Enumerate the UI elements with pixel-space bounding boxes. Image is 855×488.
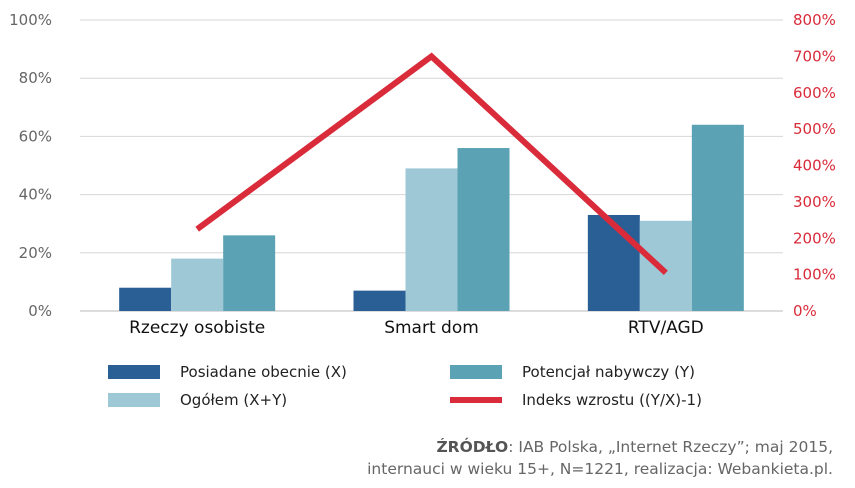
category-label: RTV/AGD [628,318,704,338]
category-labels: Rzeczy osobiste Smart dom RTV/AGD [129,318,704,338]
source-label: ŹRÓDŁO [436,438,509,456]
bar [457,148,510,311]
bar [639,220,692,311]
right-tick-label: 100% [793,266,836,284]
growth-index-line [195,52,668,276]
right-tick-label: 300% [793,193,836,211]
source-text-1: : IAB Polska, „Internet Rzeczy”; maj 201… [508,438,833,456]
left-tick-label: 40% [19,186,52,204]
right-tick-label: 700% [793,47,836,65]
legend-label: Posiadane obecnie (X) [180,363,347,381]
bar [587,214,640,311]
bar [405,168,458,311]
legend-swatch [108,393,160,407]
legend-label: Ogółem (X+Y) [180,391,287,409]
right-y-axis: 0% 100% 200% 300% 400% 500% 600% 700% 800% [793,11,836,320]
right-tick-label: 200% [793,229,836,247]
source-line-2: internauci w wieku 15+, N=1221, realizac… [367,460,833,478]
right-tick-label: 500% [793,120,836,138]
source-line-1: ŹRÓDŁO: IAB Polska, „Internet Rzeczy”; m… [367,436,833,458]
legend: Posiadane obecnie (X) Potencjał nabywczy … [108,363,702,409]
left-tick-label: 0% [28,302,52,320]
right-tick-label: 0% [793,302,817,320]
category-label: Rzeczy osobiste [129,318,265,338]
bar [171,258,224,311]
right-tick-label: 400% [793,157,836,175]
left-tick-label: 20% [19,244,52,262]
chart: 0% 20% 40% 60% 80% 100% 0% 100% 200% 300% 400% 500… [9,11,836,409]
bar [223,235,276,311]
left-y-axis: 0% 20% 40% 60% 80% 100% [9,11,52,320]
left-tick-label: 60% [19,127,52,145]
bars [119,124,744,311]
category-label: Smart dom [384,318,479,338]
bar [353,290,406,311]
left-tick-label: 80% [19,69,52,87]
legend-label: Indeks wzrostu ((Y/X)-1) [522,391,702,409]
source-note: ŹRÓDŁO: IAB Polska, „Internet Rzeczy”; m… [367,436,833,480]
left-tick-label: 100% [9,11,52,29]
right-tick-label: 800% [793,11,836,29]
right-tick-label: 600% [793,84,836,102]
bar [119,287,172,311]
bar [691,124,744,311]
legend-swatch [450,365,502,379]
legend-label: Potencjał nabywczy (Y) [522,363,695,381]
legend-swatch [108,365,160,379]
